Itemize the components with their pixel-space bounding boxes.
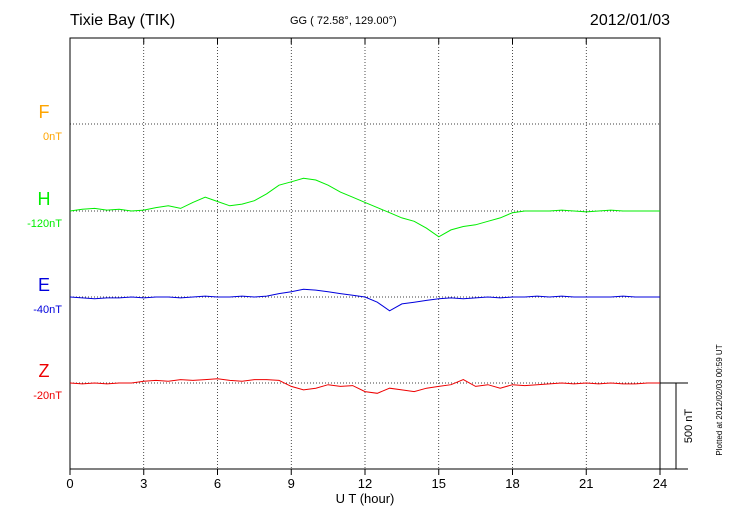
series-label-z: Z <box>39 361 50 381</box>
x-tick-label: 0 <box>66 476 73 491</box>
x-tick-label: 24 <box>653 476 667 491</box>
series-offset-z: -20nT <box>33 390 62 402</box>
x-tick-label: 9 <box>288 476 295 491</box>
series-offset-f: 0nT <box>43 131 62 143</box>
x-tick-label: 18 <box>505 476 519 491</box>
series-label-f: F <box>39 102 50 122</box>
series-line-z <box>69 378 660 394</box>
geographic-coordinates: GG ( 72.58°, 129.00°) <box>290 15 397 27</box>
date-label: 2012/01/03 <box>589 12 670 29</box>
x-tick-label: 6 <box>214 476 221 491</box>
series-offset-h: -120nT <box>27 218 62 230</box>
x-tick-label: 15 <box>432 476 446 491</box>
station-title: Tixie Bay (TIK) <box>70 12 176 29</box>
x-tick-label: 3 <box>140 476 147 491</box>
x-axis-label: U T (hour) <box>336 491 395 506</box>
scale-bar-label: 500 nT <box>683 409 695 444</box>
x-tick-label: 12 <box>358 476 372 491</box>
series-label-h: H <box>38 189 51 209</box>
series-line-e <box>69 288 660 312</box>
plotted-timestamp: Plotted at 2012/02/03 00:59 UT <box>715 344 724 455</box>
series-offset-e: -40nT <box>33 304 62 316</box>
series-line-h <box>69 177 660 238</box>
series-label-e: E <box>38 275 50 295</box>
x-tick-label: 21 <box>579 476 593 491</box>
